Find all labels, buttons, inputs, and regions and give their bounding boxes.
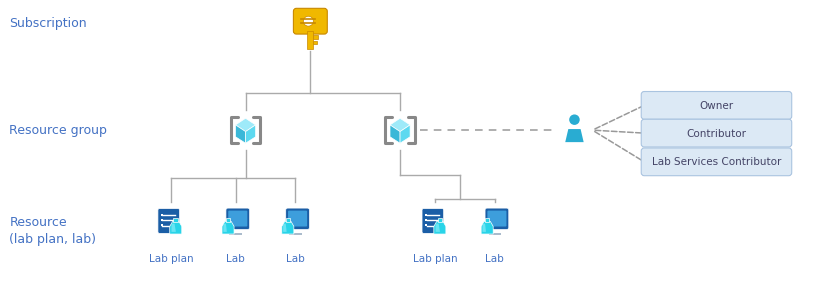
Bar	[161, 224, 163, 226]
Bar	[229, 233, 242, 235]
Bar	[161, 214, 163, 216]
Bar	[488, 233, 501, 235]
FancyBboxPatch shape	[488, 211, 507, 226]
FancyBboxPatch shape	[422, 209, 444, 233]
Bar	[485, 218, 489, 222]
FancyBboxPatch shape	[641, 148, 792, 176]
FancyBboxPatch shape	[158, 209, 180, 233]
Text: Contributor: Contributor	[686, 128, 747, 139]
Bar	[314, 41, 318, 44]
FancyBboxPatch shape	[229, 211, 247, 226]
Circle shape	[569, 115, 580, 125]
Polygon shape	[224, 224, 227, 232]
Bar	[308, 31, 314, 49]
Polygon shape	[400, 125, 410, 143]
Polygon shape	[283, 224, 286, 232]
FancyBboxPatch shape	[485, 208, 509, 229]
Polygon shape	[483, 224, 486, 232]
FancyBboxPatch shape	[226, 208, 250, 229]
Text: Lab: Lab	[226, 254, 245, 264]
Bar	[285, 218, 290, 222]
Bar	[161, 219, 163, 221]
Bar	[425, 214, 427, 216]
Polygon shape	[390, 118, 410, 132]
Polygon shape	[235, 125, 246, 143]
Bar	[173, 218, 178, 222]
Text: Lab plan: Lab plan	[412, 254, 457, 264]
Text: Resource
(lab plan, lab): Resource (lab plan, lab)	[9, 216, 97, 246]
FancyBboxPatch shape	[641, 92, 792, 119]
Circle shape	[304, 16, 314, 26]
Bar	[437, 218, 442, 222]
FancyBboxPatch shape	[288, 211, 307, 226]
Text: Lab Services Contributor: Lab Services Contributor	[652, 157, 781, 167]
Bar	[425, 219, 427, 221]
Polygon shape	[246, 125, 256, 143]
Text: Subscription: Subscription	[9, 17, 87, 30]
Polygon shape	[436, 224, 440, 232]
Polygon shape	[172, 224, 176, 232]
Polygon shape	[170, 221, 182, 234]
Polygon shape	[390, 125, 400, 143]
FancyBboxPatch shape	[294, 8, 328, 34]
FancyBboxPatch shape	[641, 119, 792, 147]
Polygon shape	[481, 221, 493, 234]
Bar	[290, 233, 301, 235]
Text: Resource group: Resource group	[9, 124, 107, 137]
Polygon shape	[565, 129, 583, 142]
Text: Lab plan: Lab plan	[148, 254, 193, 264]
Polygon shape	[282, 221, 294, 234]
Text: Lab: Lab	[485, 254, 504, 264]
Bar	[226, 218, 230, 222]
Polygon shape	[235, 118, 256, 132]
Text: Lab: Lab	[286, 254, 304, 264]
Bar	[314, 35, 318, 39]
FancyBboxPatch shape	[285, 208, 309, 229]
Polygon shape	[434, 221, 446, 234]
Polygon shape	[222, 221, 234, 234]
Text: Owner: Owner	[700, 101, 733, 111]
Bar	[425, 224, 427, 226]
